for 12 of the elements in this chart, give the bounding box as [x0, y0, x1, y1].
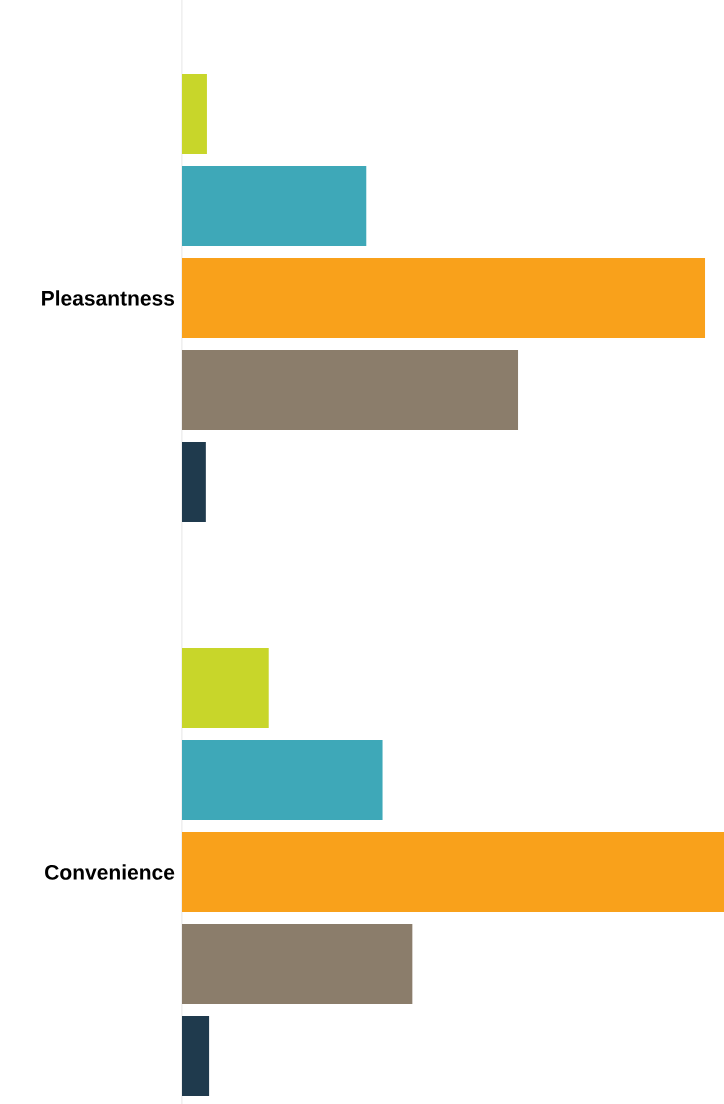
bar: [182, 257, 706, 338]
bar: [182, 832, 724, 913]
bar: [182, 441, 206, 522]
bar: [182, 349, 519, 430]
bar: [182, 740, 383, 821]
y-tick-label: Pleasantness: [42, 290, 175, 306]
bar: [182, 648, 269, 729]
bar: [182, 1016, 210, 1097]
bar: [182, 924, 413, 1005]
bar: [182, 73, 207, 154]
bar: [182, 165, 367, 246]
y-tick-label: Convenience: [45, 864, 175, 880]
